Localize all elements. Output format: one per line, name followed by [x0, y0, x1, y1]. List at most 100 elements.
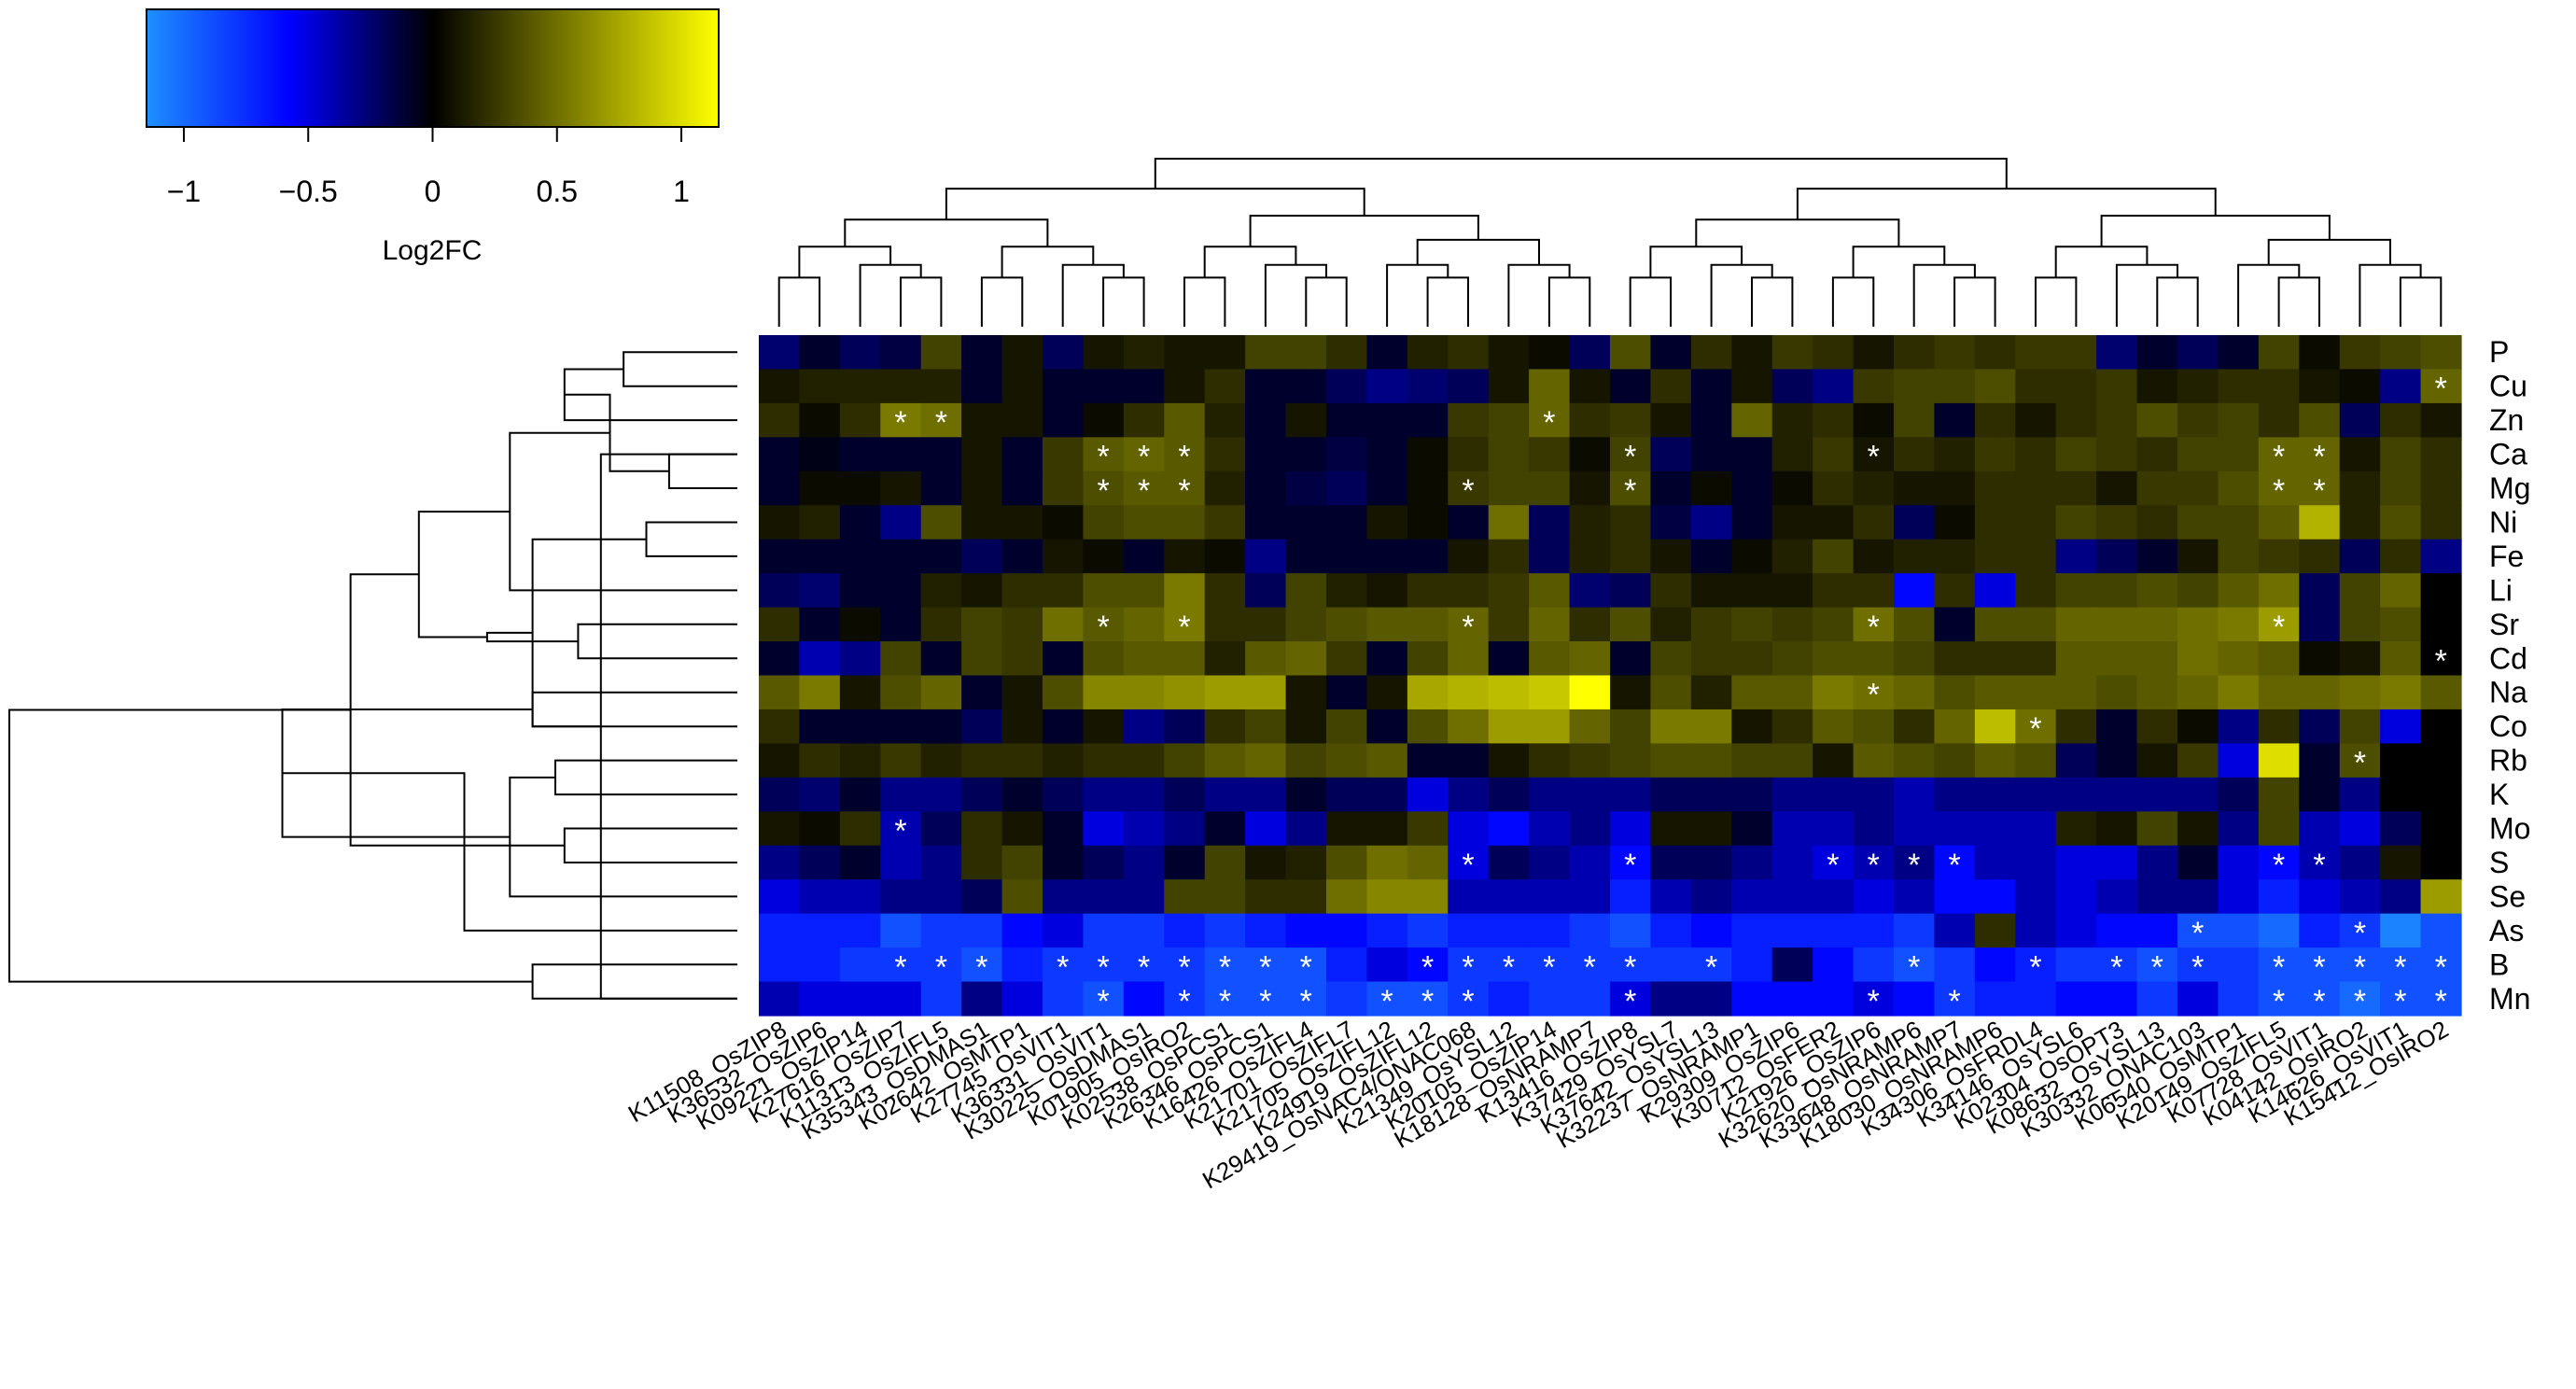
heatmap-cell: [1043, 335, 1085, 371]
heatmap-cell: [920, 641, 962, 677]
heatmap-cell: [1813, 777, 1855, 812]
heatmap-cell: [1569, 879, 1611, 915]
column-dendrogram: [777, 158, 2443, 327]
heatmap-cell: [1569, 913, 1611, 948]
heatmap-cell: [2015, 470, 2057, 506]
heatmap-cell: [1407, 709, 1449, 744]
heatmap-cell: [1894, 981, 1936, 1017]
heatmap-cell: [1448, 402, 1490, 438]
heatmap-cell: [2339, 913, 2381, 948]
heatmap-cell: [2096, 811, 2138, 847]
heatmap-cell: [1934, 470, 1976, 506]
heatmap-cell: [1690, 335, 1732, 371]
heatmap-cell: [1488, 811, 1530, 847]
significance-star: *: [1584, 949, 1596, 985]
heatmap-cell: [1083, 743, 1125, 779]
heatmap-cell: [1326, 470, 1368, 506]
heatmap-cell: [1407, 437, 1449, 472]
heatmap-cell: [1448, 470, 1490, 506]
column-dendrogram-branch: [2156, 276, 2199, 327]
heatmap-cell: [880, 947, 922, 983]
heatmap-cell: [1731, 437, 1773, 472]
heatmap-cell: [2339, 947, 2381, 983]
heatmap-cell: [1326, 402, 1368, 438]
heatmap-cell: [799, 607, 841, 642]
heatmap-cell: [1001, 607, 1043, 642]
heatmap-cell: [759, 709, 801, 744]
heatmap-cell: [1164, 777, 1206, 812]
column-dendrogram-branch: [1507, 263, 1571, 327]
heatmap-cell: [880, 369, 922, 404]
heatmap-cell: [920, 607, 962, 642]
column-dendrogram-branch: [1912, 263, 1976, 327]
heatmap-cell: [1813, 539, 1855, 574]
heatmap-cell: [2177, 607, 2219, 642]
heatmap-cell: [1366, 981, 1408, 1017]
heatmap-cell: [1731, 777, 1773, 812]
heatmap-cell: [1366, 437, 1408, 472]
heatmap-cell: [2177, 369, 2219, 404]
row-label: Cd: [2489, 641, 2527, 675]
heatmap-cell: [2380, 879, 2422, 915]
heatmap-cell: [961, 913, 1003, 948]
heatmap-cell: [1448, 505, 1490, 540]
heatmap-cell: [1326, 947, 1368, 983]
heatmap-cell: [1894, 913, 1936, 948]
column-dendrogram-branch: [1852, 246, 1946, 278]
heatmap-cell: [1731, 743, 1773, 779]
heatmap-cell: [1083, 845, 1125, 880]
heatmap-cell: [1934, 845, 1976, 880]
heatmap-cell: [1853, 607, 1895, 642]
heatmap-cell: [759, 437, 801, 472]
heatmap-cell: [1448, 335, 1490, 371]
heatmap-cell: [1690, 539, 1732, 574]
heatmap-cell: [2380, 845, 2422, 880]
significance-star: *: [2313, 984, 2325, 1019]
heatmap-cell: [2380, 641, 2422, 677]
heatmap-cell: [1083, 981, 1125, 1017]
column-dendrogram-branch: [798, 246, 892, 278]
heatmap-cell: [1488, 369, 1530, 404]
row-dendrogram-branch: [531, 538, 647, 728]
heatmap-cell: [2136, 845, 2178, 880]
heatmap-cell: [1894, 607, 1936, 642]
heatmap-cell: [1285, 607, 1327, 642]
row-label: Se: [2489, 879, 2526, 913]
heatmap-cell: [2258, 743, 2300, 779]
heatmap-cell: [1164, 947, 1206, 983]
heatmap-cell: [839, 539, 881, 574]
heatmap-cell: [1245, 607, 1287, 642]
heatmap-cell: [1974, 573, 2016, 609]
heatmap-cell: [1083, 607, 1125, 642]
heatmap-cell: [1488, 845, 1530, 880]
heatmap-cell: [1731, 913, 1773, 948]
heatmap-cell: [1407, 777, 1449, 812]
heatmap-cell: [2258, 879, 2300, 915]
heatmap-cell: [2380, 402, 2422, 438]
heatmap-cell: [880, 709, 922, 744]
heatmap-cell: [839, 470, 881, 506]
heatmap-cell: [1407, 607, 1449, 642]
heatmap-cell: [2339, 369, 2381, 404]
significance-star: *: [1219, 984, 1231, 1019]
heatmap-cell: [2218, 369, 2260, 404]
heatmap-cell: [2136, 879, 2178, 915]
heatmap-cell: [2055, 777, 2097, 812]
significance-star: *: [935, 405, 947, 441]
heatmap-cell: [1285, 811, 1327, 847]
heatmap-cell: [1448, 947, 1490, 983]
heatmap-cell: [2218, 470, 2260, 506]
heatmap-cell: [1813, 335, 1855, 371]
significance-star: *: [1098, 610, 1110, 645]
heatmap-cell: [961, 947, 1003, 983]
column-dendrogram-branch: [2035, 276, 2078, 327]
heatmap-cell: [1813, 505, 1855, 540]
heatmap-cell: [2136, 437, 2178, 472]
heatmap-cell: [2299, 402, 2341, 438]
heatmap-cell: [2420, 505, 2462, 540]
heatmap-cell: [1690, 607, 1732, 642]
heatmap-cell: [1529, 743, 1571, 779]
heatmap-cell: [2177, 641, 2219, 677]
heatmap-cell: [1569, 573, 1611, 609]
